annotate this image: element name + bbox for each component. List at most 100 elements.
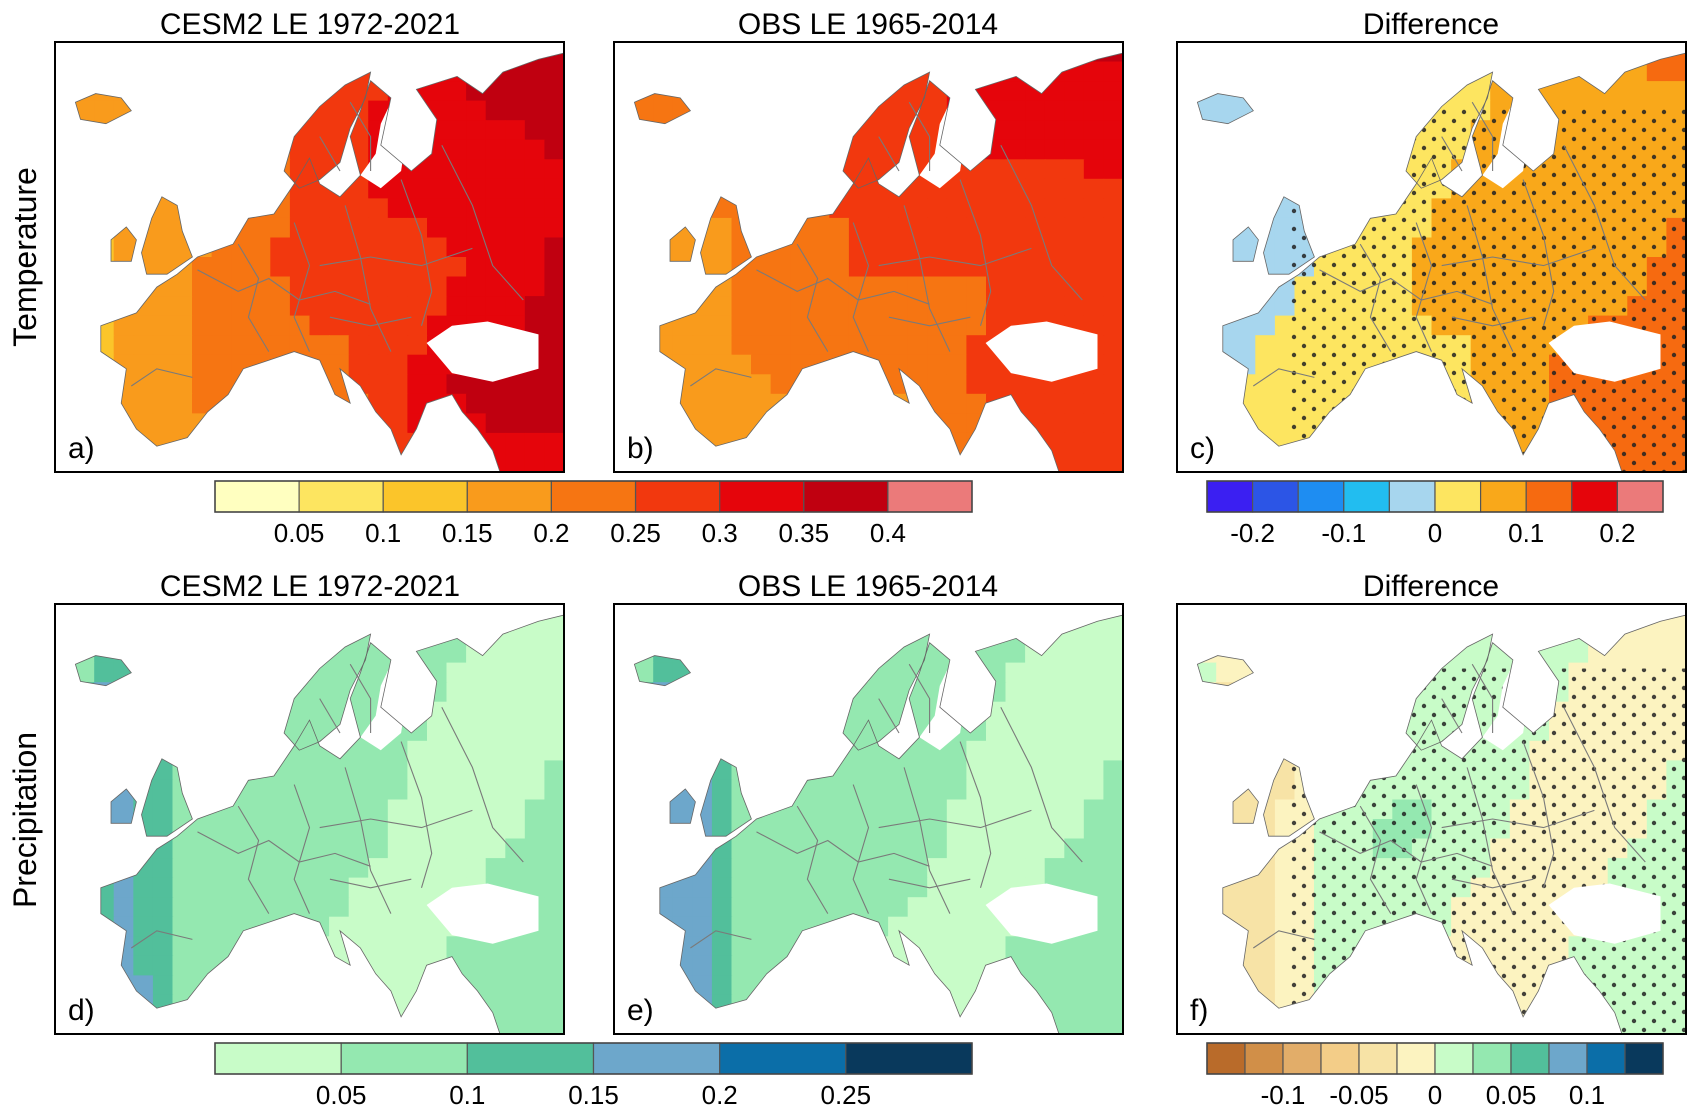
field-cell xyxy=(1083,120,1105,141)
field-cell xyxy=(1470,643,1492,664)
field-cell xyxy=(1064,701,1085,722)
field-cell xyxy=(524,819,546,840)
colorbar-tick-label: 0.15 xyxy=(568,1080,619,1110)
country-border xyxy=(329,878,412,889)
field-cell xyxy=(505,276,526,297)
map-panel-e xyxy=(614,604,1123,1034)
field-cell xyxy=(1064,217,1085,239)
field-cell xyxy=(544,701,564,722)
field-cell xyxy=(1064,120,1085,141)
field-cell xyxy=(1005,257,1026,278)
field-cell xyxy=(1083,936,1105,957)
field-cell xyxy=(1044,740,1066,762)
field-cell xyxy=(466,393,487,415)
field-cell xyxy=(1083,721,1105,742)
field-cell xyxy=(1103,838,1123,859)
field-cell xyxy=(1083,662,1105,683)
field-cell xyxy=(986,721,1007,742)
field-cell xyxy=(113,897,135,918)
field-cell xyxy=(986,374,1007,395)
country-border xyxy=(237,805,270,914)
field-cell xyxy=(966,335,987,356)
field-cell xyxy=(348,643,370,664)
field-cell xyxy=(946,354,968,375)
field-cell xyxy=(770,374,791,395)
field-cell xyxy=(888,838,909,859)
field-cell xyxy=(1103,296,1123,317)
field-cell xyxy=(427,721,448,742)
coastline xyxy=(1263,196,1315,275)
field-cell xyxy=(309,139,330,160)
field-cell xyxy=(1044,838,1066,859)
field-cell xyxy=(1083,877,1105,898)
field-cell xyxy=(485,819,507,840)
field-cell xyxy=(172,296,193,317)
field-cell xyxy=(446,276,467,297)
coastline xyxy=(633,655,692,687)
field-cell xyxy=(152,858,174,879)
field-cell xyxy=(711,858,733,879)
field-cell xyxy=(485,139,507,160)
colorbar-swatch xyxy=(845,1042,973,1075)
field-cell xyxy=(485,257,507,278)
field-cell xyxy=(211,838,232,859)
field-cell xyxy=(505,994,526,1016)
field-cell xyxy=(986,159,1007,180)
field-cell xyxy=(270,779,291,801)
field-cell xyxy=(927,257,948,278)
field-cell xyxy=(790,838,811,859)
field-cell xyxy=(1044,955,1066,977)
field-cell xyxy=(446,257,467,278)
country-border xyxy=(1359,805,1392,914)
field-cell xyxy=(672,335,694,356)
field-cell xyxy=(524,452,546,472)
field-cell xyxy=(544,354,564,375)
field-cell xyxy=(348,237,370,258)
field-cell xyxy=(289,760,311,781)
field-cell xyxy=(1044,237,1066,258)
field-cell xyxy=(731,897,752,918)
field-cell xyxy=(1083,61,1105,82)
field-cell xyxy=(544,452,564,472)
field-cell xyxy=(309,760,330,781)
field-cell xyxy=(1646,81,1668,102)
field-cell xyxy=(1025,159,1046,180)
field-cell xyxy=(407,779,428,801)
country-border xyxy=(878,247,1032,267)
field-cell xyxy=(986,936,1007,957)
field-cell xyxy=(466,740,487,762)
field-cell xyxy=(809,819,831,840)
field-cell xyxy=(1044,81,1066,102)
field-cell xyxy=(544,393,564,415)
field-cell xyxy=(907,237,929,258)
field-cell xyxy=(192,838,213,859)
field-cell xyxy=(848,139,870,160)
field-cell xyxy=(1044,159,1066,180)
field-cell xyxy=(348,799,370,820)
baltic-sea xyxy=(360,664,407,751)
field-cell xyxy=(309,120,330,141)
country-border xyxy=(329,316,412,327)
field-cell xyxy=(809,335,831,356)
field-cell xyxy=(927,936,948,957)
field-cell xyxy=(446,139,467,160)
field-cell xyxy=(407,858,428,879)
field-cell xyxy=(524,100,546,121)
country-border xyxy=(1466,767,1514,914)
field-cell xyxy=(211,354,232,375)
field-cell xyxy=(329,662,350,683)
field-cell xyxy=(888,779,909,801)
field-cell xyxy=(672,897,694,918)
country-border xyxy=(349,663,372,733)
field-cell xyxy=(1083,198,1105,219)
field-cell xyxy=(888,120,909,141)
field-cell xyxy=(1005,296,1026,317)
field-cell xyxy=(848,276,870,297)
colorbar-swatch xyxy=(803,480,889,513)
field-cell xyxy=(1103,276,1123,297)
field-cell xyxy=(1044,100,1066,121)
field-cell xyxy=(1044,858,1066,879)
field-cell xyxy=(427,740,448,762)
field-cell xyxy=(692,393,713,415)
